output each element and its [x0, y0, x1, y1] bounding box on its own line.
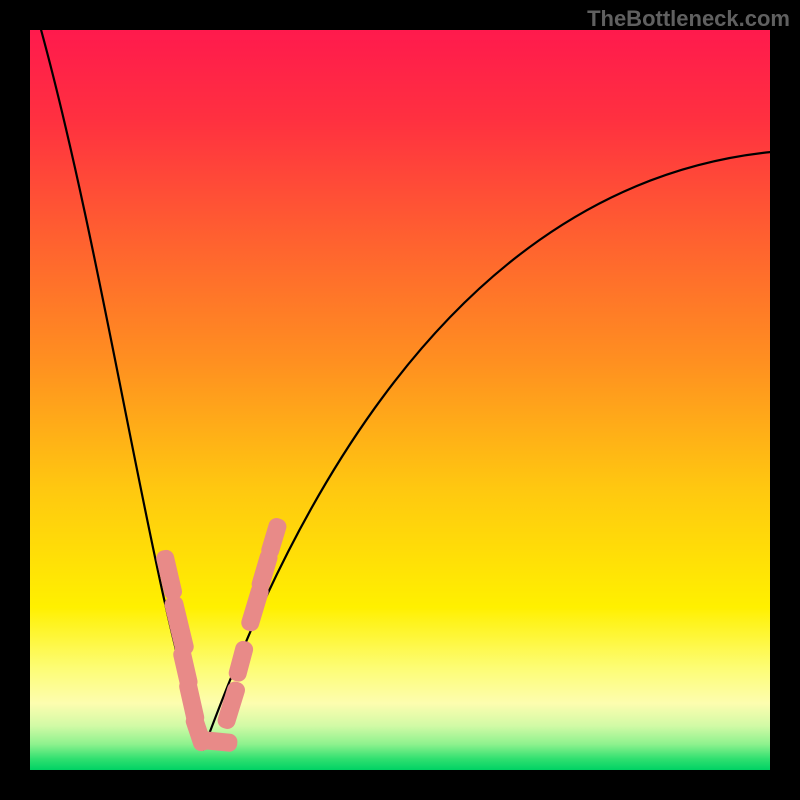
gradient-background	[30, 30, 770, 770]
chart-container: TheBottleneck.com	[0, 0, 800, 800]
watermark-text: TheBottleneck.com	[587, 6, 790, 32]
plot-area	[30, 30, 770, 770]
